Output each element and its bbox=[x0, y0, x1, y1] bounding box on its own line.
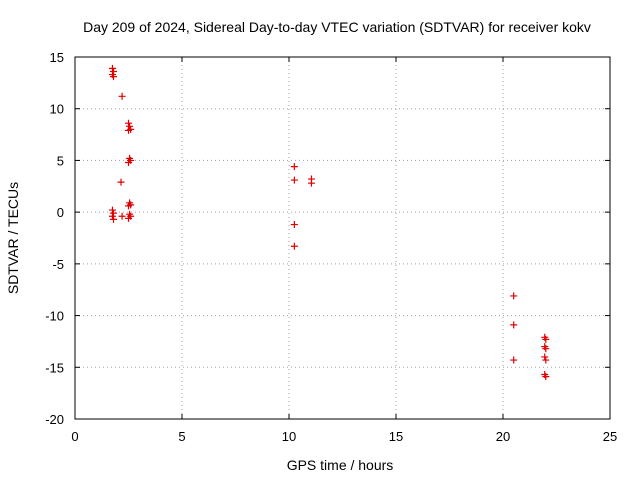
data-point-plus bbox=[542, 345, 550, 353]
data-point-plus bbox=[125, 214, 132, 222]
data-point-plus bbox=[290, 242, 298, 250]
data-point-plus bbox=[125, 158, 132, 166]
y-axis-label: SDTVAR / TECUs bbox=[5, 182, 21, 294]
y-tick-label: -10 bbox=[45, 309, 64, 324]
chart-title: Day 209 of 2024, Sidereal Day-to-day VTE… bbox=[83, 19, 591, 35]
x-tick-label: 15 bbox=[389, 429, 403, 444]
data-point-plus bbox=[510, 292, 518, 300]
data-point-plus bbox=[110, 215, 118, 223]
data-point-plus bbox=[542, 356, 550, 364]
data-point-plus bbox=[542, 335, 550, 343]
data-points bbox=[108, 64, 550, 381]
data-point-plus bbox=[110, 209, 118, 217]
data-point-plus bbox=[125, 119, 132, 127]
x-tick-label: 25 bbox=[603, 429, 617, 444]
data-point-plus bbox=[290, 221, 298, 229]
data-point-plus bbox=[108, 212, 116, 220]
y-tick-label: -15 bbox=[45, 360, 64, 375]
x-tick-label: 10 bbox=[282, 429, 296, 444]
y-tick-label: 10 bbox=[50, 102, 64, 117]
y-tick-label: -20 bbox=[45, 412, 64, 427]
data-point-plus bbox=[125, 126, 132, 134]
data-point-plus bbox=[108, 64, 116, 72]
y-tick-label: 5 bbox=[57, 153, 64, 168]
x-tick-label: 5 bbox=[178, 429, 185, 444]
y-tick-label: -5 bbox=[52, 257, 64, 272]
data-point-plus bbox=[108, 206, 116, 214]
data-point-plus bbox=[541, 353, 549, 361]
data-point-plus bbox=[290, 163, 298, 171]
data-point-plus bbox=[510, 321, 518, 329]
data-point-plus bbox=[117, 178, 125, 186]
y-tick-label: 15 bbox=[50, 50, 64, 65]
data-point-plus bbox=[290, 176, 298, 184]
grid-lines bbox=[75, 57, 610, 419]
data-point-plus bbox=[110, 73, 118, 81]
plot-frame bbox=[74, 56, 611, 420]
x-axis-label: GPS time / hours bbox=[287, 457, 394, 473]
data-point-plus bbox=[118, 212, 126, 220]
data-point-plus bbox=[125, 202, 132, 210]
x-tick-label: 0 bbox=[71, 429, 78, 444]
axis-ticks: 0 5 10 15 20 25 -20 -15 -10 -5 0 5 10 15 bbox=[45, 50, 617, 444]
data-point-plus bbox=[542, 373, 550, 381]
data-point-plus bbox=[307, 179, 315, 187]
data-point-plus bbox=[118, 92, 126, 100]
y-tick-label: 0 bbox=[57, 205, 64, 220]
x-tick-label: 20 bbox=[496, 429, 510, 444]
data-point-plus bbox=[510, 356, 518, 364]
data-point-plus bbox=[126, 122, 134, 130]
